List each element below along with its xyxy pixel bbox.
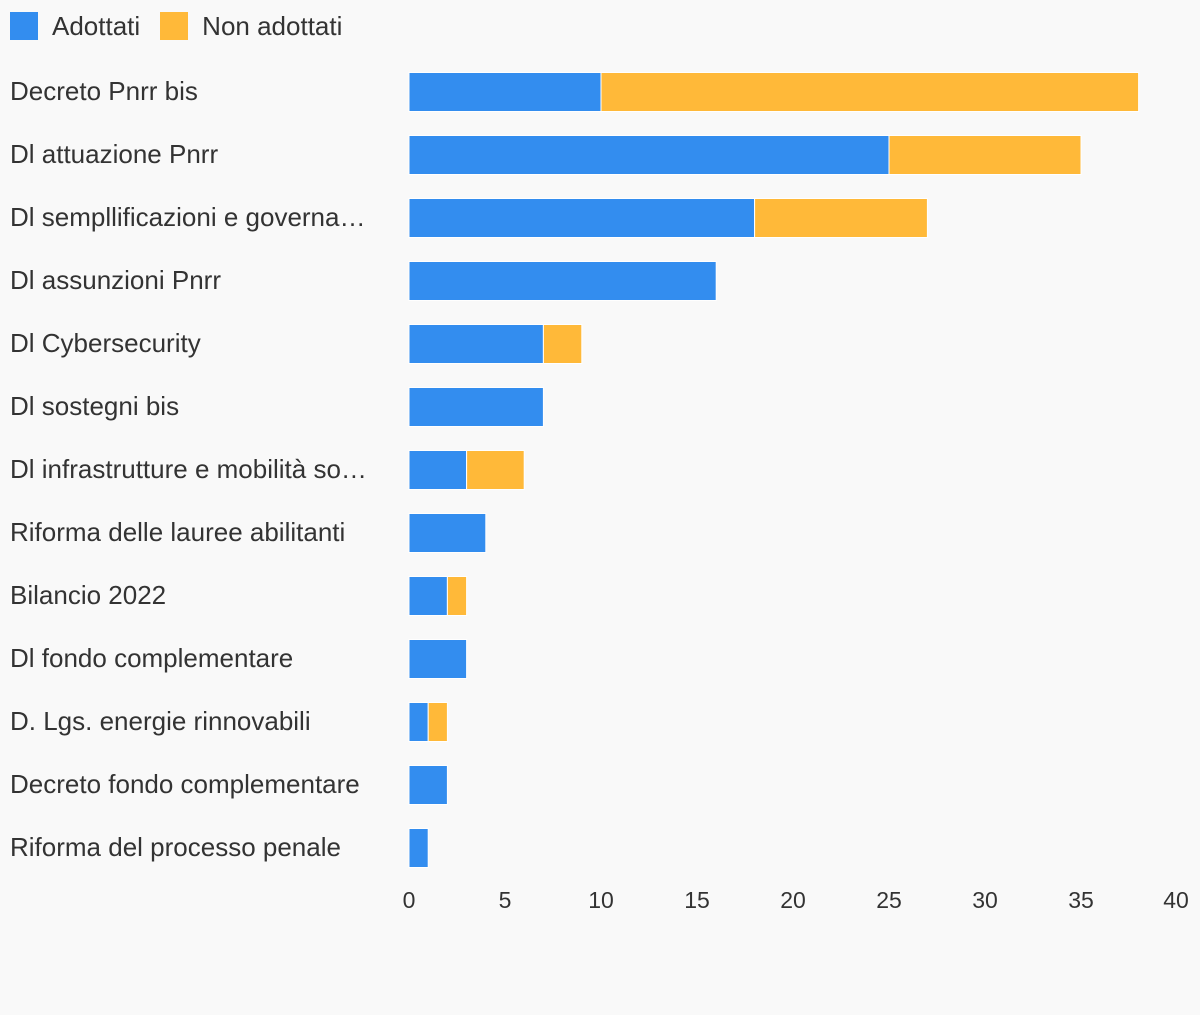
category-label: Riforma del processo penale [10, 832, 341, 862]
category-label: Dl sempllificazioni e governa… [10, 202, 365, 232]
bar-non-adottati[interactable] [600, 72, 1140, 112]
bar-adottati[interactable] [408, 198, 756, 238]
legend: Adottati Non adottati [10, 8, 362, 44]
legend-item-adottati[interactable]: Adottati [10, 11, 140, 42]
bar-adottati[interactable] [408, 828, 429, 868]
bar-adottati[interactable] [408, 261, 717, 301]
x-tick-label: 0 [403, 887, 416, 913]
bar-non-adottati[interactable] [466, 450, 525, 490]
x-tick-label: 35 [1068, 887, 1094, 913]
category-label: Bilancio 2022 [10, 580, 166, 610]
bar-non-adottati[interactable] [754, 198, 928, 238]
category-label: D. Lgs. energie rinnovabili [10, 706, 311, 736]
x-tick-label: 15 [684, 887, 710, 913]
bar-non-adottati[interactable] [446, 576, 468, 616]
legend-swatch-adottati [10, 12, 38, 40]
legend-item-non-adottati[interactable]: Non adottati [160, 11, 342, 42]
x-tick-label: 40 [1163, 887, 1189, 913]
bar-non-adottati[interactable] [888, 135, 1082, 175]
category-label: Dl attuazione Pnrr [10, 139, 218, 169]
category-label: Dl sostegni bis [10, 391, 179, 421]
category-label: Dl fondo complementare [10, 643, 293, 673]
legend-label-adottati: Adottati [52, 10, 141, 41]
bar-adottati[interactable] [408, 450, 468, 490]
bar-adottati[interactable] [408, 135, 890, 175]
legend-label-non-adottati: Non adottati [202, 10, 343, 41]
category-label: Decreto Pnrr bis [10, 76, 198, 106]
bar-adottati[interactable] [408, 702, 429, 742]
category-label: Riforma delle lauree abilitanti [10, 517, 345, 547]
bar-adottati[interactable] [408, 639, 468, 679]
category-label: Dl Cybersecurity [10, 328, 201, 358]
category-label: Dl assunzioni Pnrr [10, 265, 221, 295]
x-tick-label: 20 [780, 887, 806, 913]
bar-adottati[interactable] [408, 765, 448, 805]
bar-adottati[interactable] [408, 387, 544, 427]
legend-swatch-non-adottati [160, 12, 189, 40]
bar-adottati[interactable] [408, 576, 448, 616]
x-tick-label: 10 [588, 887, 614, 913]
x-tick-label: 5 [499, 887, 512, 913]
x-tick-label: 25 [876, 887, 902, 913]
bar-non-adottati[interactable] [427, 702, 448, 742]
category-label: Dl infrastrutture e mobilità so… [10, 454, 367, 484]
category-label: Decreto fondo complementare [10, 769, 360, 799]
x-tick-label: 30 [972, 887, 998, 913]
bar-non-adottati[interactable] [542, 324, 583, 364]
bar-adottati[interactable] [408, 324, 544, 364]
bar-adottati[interactable] [408, 72, 602, 112]
bar-adottati[interactable] [408, 513, 487, 553]
